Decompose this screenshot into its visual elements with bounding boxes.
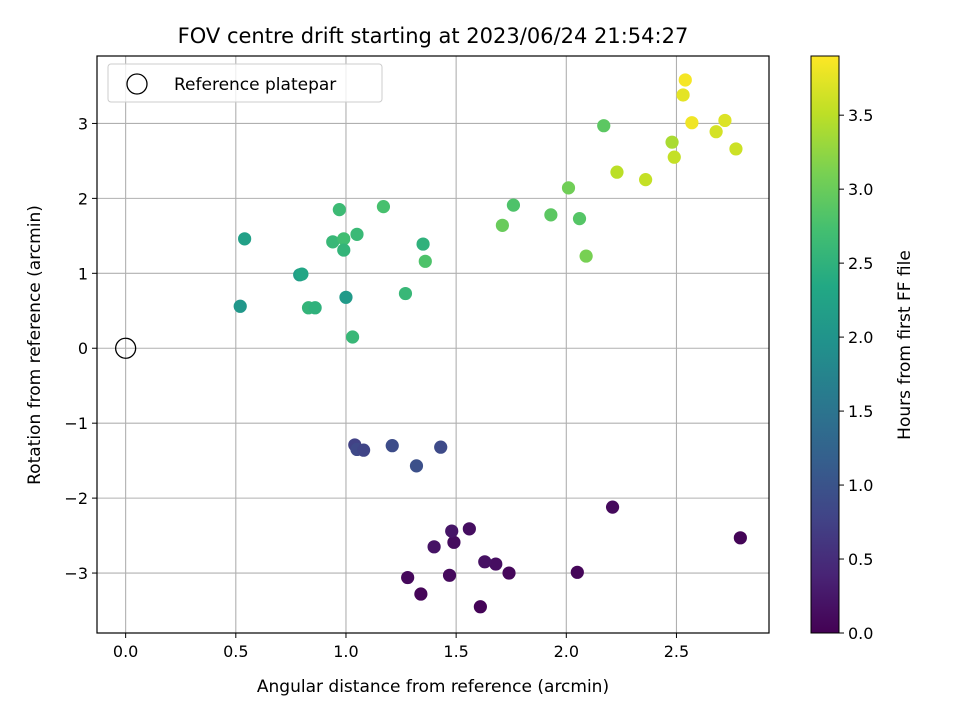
data-point [506,198,521,212]
data-point [414,587,428,601]
colorbar-ticks: 0.0 0.5 1.0 1.5 2.0 2.5 3.0 3.5 [839,106,873,643]
plot-frame [96,55,770,634]
data-point [295,267,309,281]
data-point [489,557,503,571]
y-axis-ticks: −3 −2 −1 0 1 2 3 [64,114,97,583]
data-point [409,459,424,473]
chart-title: FOV centre drift starting at 2023/06/24 … [178,24,689,48]
data-point [729,142,743,156]
data-point [579,249,593,263]
colorbar-gradient [810,55,840,634]
x-axis-label: Angular distance from reference (arcmin) [257,677,609,697]
data-point [447,535,461,549]
colorbar-tick-label: 2.5 [848,254,873,273]
plot-border [96,55,770,634]
legend: Reference platepar [107,63,383,103]
data-point [733,531,747,545]
colorbar: 0.0 0.5 1.0 1.5 2.0 2.5 3.0 3.5 Hours from firs… [810,55,915,643]
x-axis-ticks: 0.0 0.5 1.0 1.5 2.0 2.5 [113,633,689,661]
data-point [233,299,247,313]
data-points [114,73,747,614]
data-point [350,227,364,241]
data-point [445,524,459,538]
legend-marker-icon [126,73,148,95]
data-point [718,113,732,128]
y-tick-label: −2 [64,489,88,508]
colorbar-tick-label: 3.5 [848,106,873,125]
data-point [462,522,476,536]
data-point [709,125,723,139]
data-point [337,232,351,246]
colorbar-tick-label: 2.0 [848,328,873,347]
colorbar-tick-label: 0.0 [848,624,873,643]
data-point [308,301,322,315]
data-point [238,232,252,246]
data-point [337,243,351,257]
data-point [544,208,558,222]
y-tick-label: −1 [64,414,88,433]
data-point [610,165,624,179]
data-point [427,540,441,554]
data-point [502,566,516,580]
x-tick-label: 0.5 [223,642,248,661]
data-point [332,203,346,217]
colorbar-tick-label: 3.0 [848,180,873,199]
y-tick-label: 0 [78,339,88,358]
reference-marker [114,337,137,359]
x-tick-label: 1.5 [443,642,468,661]
data-point [605,500,620,514]
data-point [345,330,360,344]
y-tick-label: 2 [78,189,88,208]
y-axis-label: Rotation from reference (arcmin) [25,205,45,485]
x-tick-label: 2.0 [554,642,579,661]
x-tick-label: 2.5 [664,642,689,661]
y-tick-label: 1 [78,264,88,283]
data-point [356,443,371,457]
y-tick-label: −3 [64,564,88,583]
data-point [385,439,399,453]
data-point [326,235,340,249]
data-point [401,570,415,585]
colorbar-label: Hours from first FF file [895,250,915,440]
data-point [416,237,430,251]
data-point [339,290,353,304]
colorbar-tick-label: 1.5 [848,402,873,421]
data-point [597,119,611,133]
data-point [572,212,587,226]
data-point [398,286,413,301]
data-point [667,150,681,164]
colorbar-tick-label: 0.5 [848,550,873,569]
data-point [376,200,391,214]
y-tick-label: 3 [78,114,88,133]
data-point [685,116,699,130]
data-point [570,565,584,579]
legend-box [107,63,383,103]
legend-entry: Reference platepar [174,75,336,95]
data-point [478,555,492,569]
data-point [442,568,457,582]
data-point [434,440,448,454]
data-point [473,600,487,614]
x-tick-label: 0.0 [113,642,138,661]
data-point [639,173,653,187]
data-point [561,181,576,195]
data-point [418,254,432,268]
colorbar-tick-label: 1.0 [848,476,873,495]
x-tick-label: 1.0 [333,642,358,661]
data-point [678,73,692,87]
data-point [665,135,679,149]
data-point [676,88,690,102]
data-point [495,218,510,232]
